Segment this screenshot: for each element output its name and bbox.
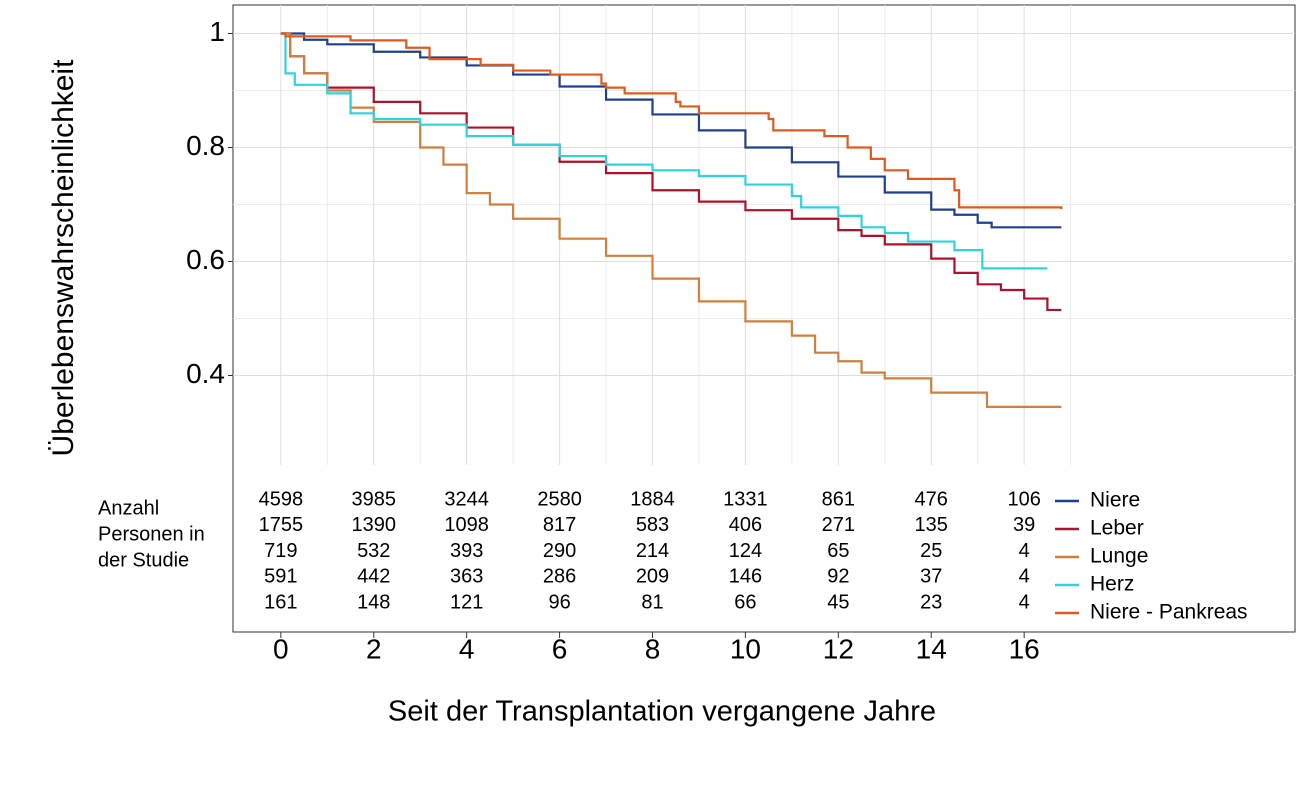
at-risk-count: 1098	[444, 514, 489, 536]
at-risk-count: 146	[729, 566, 762, 588]
at-risk-count: 124	[729, 540, 762, 562]
at-risk-count: 719	[264, 540, 297, 562]
at-risk-count: 4598	[259, 488, 304, 510]
at-risk-count: 135	[915, 514, 948, 536]
at-risk-count: 442	[357, 566, 390, 588]
x-tick-label: 16	[1009, 633, 1040, 664]
at-risk-count: 583	[636, 514, 669, 536]
at-risk-count: 4	[1019, 566, 1030, 588]
at-risk-count: 23	[920, 591, 942, 613]
survival-curve	[280, 32, 1063, 210]
at-risk-count: 1884	[630, 488, 675, 510]
x-tick-label: 4	[459, 633, 475, 664]
at-risk-count: 96	[548, 591, 570, 613]
at-risk-count: 2580	[537, 488, 582, 510]
x-tick-label: 8	[645, 633, 661, 664]
at-risk-count: 214	[636, 540, 669, 562]
at-risk-count: 1755	[259, 514, 304, 536]
at-risk-count: 81	[641, 591, 663, 613]
y-axis-title: Überlebenswahrscheinlichkeit	[47, 59, 80, 457]
survival-curve	[280, 32, 1062, 229]
y-tick-label: 0.4	[186, 358, 225, 389]
legend-label: Leber	[1090, 517, 1144, 540]
at-risk-count: 4	[1019, 540, 1030, 562]
at-risk-count: 45	[827, 591, 849, 613]
at-risk-count: 25	[920, 540, 942, 562]
at-risk-count: 290	[543, 540, 576, 562]
y-tick-label: 1	[209, 16, 225, 47]
risk-table-label: Anzahl	[98, 497, 159, 519]
at-risk-count: 66	[734, 591, 756, 613]
at-risk-count: 817	[543, 514, 576, 536]
risk-table-label: der Studie	[98, 549, 189, 571]
at-risk-count: 271	[822, 514, 855, 536]
survival-curve	[280, 32, 1048, 270]
legend-label: Lunge	[1090, 545, 1148, 568]
at-risk-count: 4	[1019, 591, 1030, 613]
y-tick-label: 0.8	[186, 130, 225, 161]
x-axis-title: Seit der Transplantation vergangene Jahr…	[388, 696, 936, 728]
at-risk-count: 3244	[444, 488, 489, 510]
at-risk-count: 1390	[352, 514, 397, 536]
at-risk-count: 406	[729, 514, 762, 536]
at-risk-count: 161	[264, 591, 297, 613]
at-risk-count: 37	[920, 566, 942, 588]
at-risk-count: 148	[357, 591, 390, 613]
at-risk-count: 65	[827, 540, 849, 562]
at-risk-count: 476	[915, 488, 948, 510]
at-risk-count: 286	[543, 566, 576, 588]
x-tick-label: 10	[730, 633, 761, 664]
risk-table-label: Personen in	[98, 523, 205, 545]
x-tick-label: 12	[823, 633, 854, 664]
at-risk-count: 3985	[352, 488, 397, 510]
legend-label: Herz	[1090, 573, 1134, 596]
at-risk-count: 861	[822, 488, 855, 510]
at-risk-count: 393	[450, 540, 483, 562]
legend-label: Niere - Pankreas	[1090, 601, 1248, 624]
at-risk-count: 121	[450, 591, 483, 613]
x-tick-label: 6	[552, 633, 568, 664]
at-risk-count: 209	[636, 566, 669, 588]
at-risk-count: 106	[1007, 488, 1040, 510]
y-tick-label: 0.6	[186, 244, 225, 275]
at-risk-count: 363	[450, 566, 483, 588]
at-risk-count: 591	[264, 566, 297, 588]
legend-label: Niere	[1090, 489, 1140, 512]
at-risk-count: 92	[827, 566, 849, 588]
at-risk-count: 1331	[723, 488, 768, 510]
x-tick-label: 2	[366, 633, 382, 664]
at-risk-count: 532	[357, 540, 390, 562]
at-risk-count: 39	[1013, 514, 1035, 536]
x-tick-label: 0	[273, 633, 289, 664]
survival-curve	[280, 32, 1062, 312]
x-tick-label: 14	[916, 633, 947, 664]
